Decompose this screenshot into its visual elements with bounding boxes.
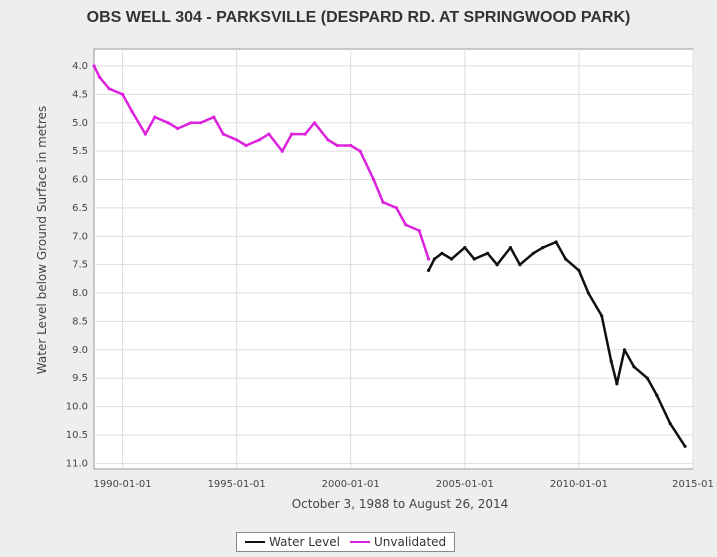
y-tick-label: 11.0 [66,458,88,469]
data-point-water-level [486,251,490,255]
y-tick-label: 5.0 [72,118,88,129]
data-point-unvalidated [198,121,203,125]
y-tick-label: 8.0 [72,288,88,299]
y-tick-label: 9.0 [72,345,88,356]
y-tick-label: 7.5 [72,260,88,271]
data-point-unvalidated [358,149,362,153]
x-tick-label: 2015-01 [672,479,714,490]
data-point-unvalidated [153,115,157,119]
data-point-unvalidated [303,132,307,136]
data-point-unvalidated [189,121,193,125]
data-point-water-level [508,246,513,250]
data-point-unvalidated [267,132,271,136]
y-tick-label: 6.0 [72,175,88,186]
data-point-water-level [577,268,581,272]
grid-layer [94,49,694,469]
legend-item-unvalidated: Unvalidated [349,535,447,549]
data-point-water-level [432,257,436,261]
data-point-unvalidated [417,229,421,233]
x-axis-ticks: 1990-01-01 1995-01-01 2000-01-01 2005-01-01… [93,479,713,490]
y-tick-label: 10.5 [66,430,88,441]
data-point-unvalidated [280,149,284,153]
data-point-unvalidated [121,92,125,96]
data-point-unvalidated [107,87,111,91]
y-tick-label: 10.0 [66,402,88,413]
plot-area [93,48,694,470]
data-point-unvalidated [381,200,385,204]
x-tick-label: 2010-01-01 [550,479,608,490]
y-axis-ticks: 4.0 4.5 5.0 5.5 6.0 6.5 7.0 7.5 8.0 8.5 9.0 9.5 10.0… [66,61,88,469]
data-point-unvalidated [427,257,431,261]
chart-svg: 4.0 4.5 5.0 5.5 6.0 6.5 7.0 7.5 8.0 8.5 9.0 9.5 10.0… [35,48,714,511]
data-point-unvalidated [404,223,408,227]
data-point-water-level [645,376,650,380]
data-point-unvalidated [349,143,353,148]
y-tick-label: 5.5 [72,146,88,157]
data-point-water-level [600,314,604,318]
data-point-water-level [427,268,431,272]
data-point-water-level [586,291,591,295]
y-tick-label: 6.5 [72,203,88,214]
data-point-water-level [609,359,613,363]
legend-swatch-unvalidated [349,541,370,543]
legend-label-unvalidated: Unvalidated [373,535,447,549]
data-point-unvalidated [235,138,239,142]
data-point-water-level [668,422,672,426]
data-point-unvalidated [176,126,180,131]
data-point-water-level [463,246,467,250]
data-point-unvalidated [290,132,294,136]
data-point-unvalidated [257,138,261,142]
data-point-unvalidated [166,121,170,125]
data-point-water-level [655,393,659,397]
data-point-water-level [440,251,444,255]
data-point-water-level [531,251,535,255]
data-point-unvalidated [92,64,96,68]
data-point-water-level [632,365,636,369]
y-tick-label: 9.5 [72,373,88,384]
data-point-unvalidated [326,138,330,142]
data-point-water-level [495,263,499,267]
data-point-unvalidated [372,177,376,182]
data-point-water-level [622,348,627,352]
series-layer [92,64,687,448]
y-tick-label: 4.5 [72,89,88,100]
legend-label-water-level: Water Level [269,535,340,549]
data-point-unvalidated [394,206,398,210]
data-point-water-level [683,444,687,448]
data-point-unvalidated [221,132,225,136]
y-axis-title: Water Level below Ground Surface in metr… [35,106,49,374]
legend-swatch-water-level [245,541,265,543]
data-point-water-level [615,382,619,386]
chart-title: OBS WELL 304 - PARKSVILLE (DESPARD RD. A… [86,9,631,26]
y-tick-label: 4.0 [72,61,88,72]
data-point-unvalidated [143,132,147,136]
data-point-unvalidated [212,115,216,119]
x-axis-title: October 3, 1988 to August 26, 2014 [292,497,509,511]
data-point-unvalidated [335,143,339,148]
data-point-water-level [564,257,568,261]
x-tick-label: 2000-01-01 [322,479,380,490]
data-point-water-level [472,257,476,261]
data-point-water-level [449,257,454,261]
x-tick-label: 1990-01-01 [93,479,151,490]
x-tick-label: 1995-01-01 [208,479,266,490]
y-tick-label: 8.5 [72,316,88,327]
data-point-unvalidated [98,75,102,79]
legend: Water Level Unvalidated [236,532,456,552]
data-point-water-level [554,240,558,244]
data-point-unvalidated [312,121,317,125]
x-tick-label: 2005-01-01 [436,479,494,490]
data-point-unvalidated [244,143,248,148]
data-point-water-level [518,263,522,267]
y-tick-label: 7.0 [72,231,88,242]
data-point-unvalidated [130,109,134,113]
legend-item-water-level: Water Level [245,535,340,549]
data-point-water-level [541,246,545,250]
